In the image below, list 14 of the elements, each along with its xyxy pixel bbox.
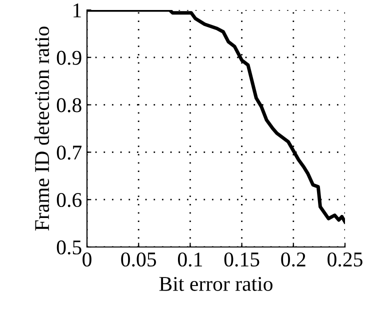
x-tick-label: 0 (82, 252, 92, 267)
x-tick-label: 0.25 (328, 252, 362, 267)
y-axis-title: Frame ID detection ratio (34, 26, 50, 231)
y-tick-label: 0.5 (56, 240, 82, 255)
x-tick-label: 0.1 (178, 252, 202, 267)
y-tick-label: 0.8 (56, 98, 82, 112)
y-tick-label: 0.6 (56, 192, 82, 208)
x-axis-title: Bit error ratio (159, 276, 272, 291)
x-tick-label: 0.05 (121, 252, 156, 267)
x-tick-label: 0.2 (281, 252, 306, 267)
y-tick-label: 0.9 (56, 50, 82, 65)
x-tick-label: 0.15 (224, 252, 260, 267)
y-tick-label: 1 (74, 3, 81, 18)
y-tick-label: 0.7 (56, 146, 82, 160)
